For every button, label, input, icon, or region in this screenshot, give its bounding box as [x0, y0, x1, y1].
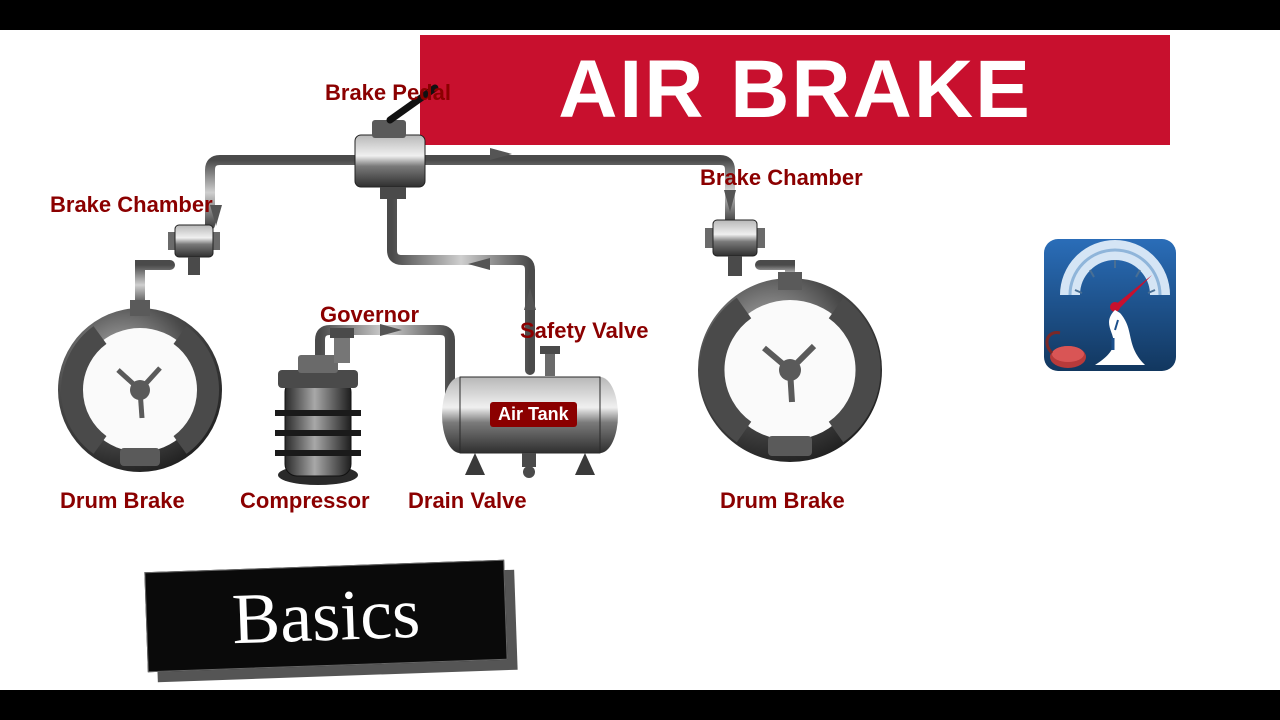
label-air-tank: Air Tank	[490, 402, 577, 427]
subtitle-text: Basics	[231, 571, 422, 661]
brake-chamber-left-icon	[168, 225, 220, 275]
air-tank-icon	[442, 377, 618, 478]
label-brake-chamber-right: Brake Chamber	[700, 165, 863, 191]
brand-logo	[1040, 235, 1180, 375]
label-drum-brake-right: Drum Brake	[720, 488, 845, 514]
letterbox-top	[0, 0, 1280, 30]
label-safety-valve: Safety Valve	[520, 318, 648, 344]
label-compressor: Compressor	[240, 488, 370, 514]
label-governor: Governor	[320, 302, 419, 328]
letterbox-bottom	[0, 690, 1280, 720]
compressor-icon	[275, 355, 361, 485]
label-drum-brake-left: Drum Brake	[60, 488, 185, 514]
label-brake-pedal: Brake Pedal	[325, 80, 451, 106]
safety-valve-icon	[540, 346, 560, 376]
drum-brake-left-icon	[58, 300, 222, 472]
label-drain-valve: Drain Valve	[408, 488, 527, 514]
drum-brake-right-icon	[698, 272, 882, 462]
subtitle-badge: Basics	[144, 560, 507, 673]
air-brake-diagram: Brake Pedal Brake Chamber Brake Chamber …	[20, 70, 920, 550]
label-brake-chamber-left: Brake Chamber	[50, 192, 213, 218]
